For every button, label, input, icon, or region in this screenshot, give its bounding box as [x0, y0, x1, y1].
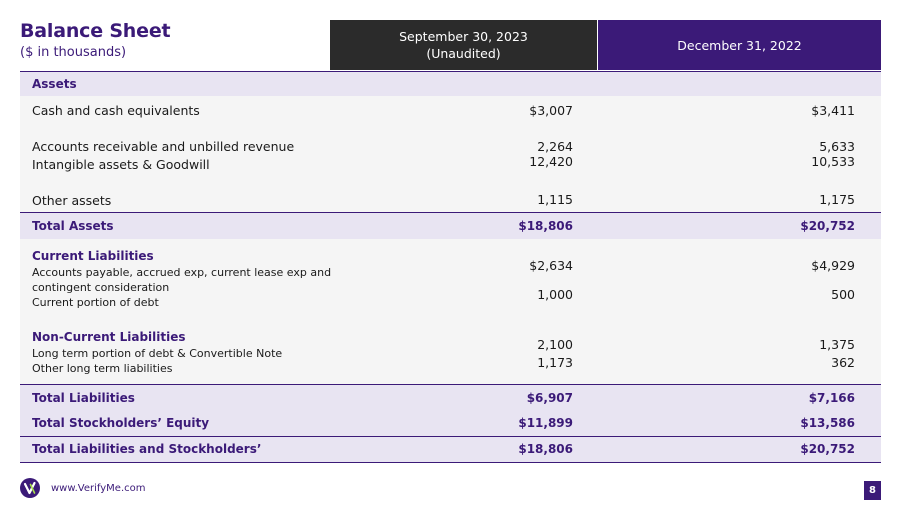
- row-value-other-lt-2022: 362: [831, 355, 855, 370]
- row-value-cash-2023: $3,007: [529, 103, 573, 118]
- column-header-dec-2022-date: December 31, 2022: [677, 37, 802, 53]
- row-value-other-lt-2023: 1,173: [537, 355, 573, 370]
- column-header-dec-2022: December 31, 2022: [598, 20, 881, 70]
- liabilities-body: Current Liabilities Accounts payable, ac…: [20, 239, 881, 384]
- row-value-total-liab-equity-2022: $20,752: [800, 442, 855, 456]
- row-label-other-lt: Other long term liabilities: [32, 362, 173, 375]
- noncurrent-liabilities-heading: Non-Current Liabilities: [32, 330, 186, 344]
- verifyme-logo-icon: [20, 478, 40, 498]
- row-value-total-equity-2023: $11,899: [518, 416, 573, 430]
- assets-section-label: Assets: [32, 77, 77, 91]
- row-label-other-assets: Other assets: [32, 193, 112, 208]
- column-header-sep-2023-date: September 30, 2023: [399, 29, 528, 44]
- row-value-lt-debt-2023: 2,100: [537, 337, 573, 352]
- row-label-ar: Accounts receivable and unbilled revenue: [32, 139, 295, 154]
- row-value-ap-2022: $4,929: [811, 258, 855, 273]
- row-label-total-liabilities: Total Liabilities: [32, 391, 135, 405]
- page-subtitle: ($ in thousands): [20, 45, 127, 60]
- page-number: 8: [864, 481, 881, 500]
- website-link[interactable]: www.VerifyMe.com: [51, 483, 146, 494]
- row-value-current-debt-2022: 500: [831, 287, 855, 302]
- current-liabilities-heading: Current Liabilities: [32, 249, 154, 263]
- column-header-sep-2023-note: (Unaudited): [426, 46, 501, 61]
- total-liabilities-row: Total Liabilities $6,907 $7,166: [20, 384, 881, 412]
- row-value-total-equity-2022: $13,586: [800, 416, 855, 430]
- row-value-ar-2023: 2,264: [537, 139, 573, 154]
- row-value-total-liabilities-2023: $6,907: [526, 391, 573, 405]
- row-value-ap-2023: $2,634: [529, 258, 573, 273]
- row-value-other-assets-2022: 1,175: [819, 192, 855, 207]
- row-value-intangibles-2023: 12,420: [529, 154, 573, 169]
- column-header-sep-2023: September 30, 2023 (Unaudited): [330, 20, 597, 70]
- row-value-cash-2022: $3,411: [811, 103, 855, 118]
- assets-body: Cash and cash equivalents $3,007 $3,411 …: [20, 96, 881, 212]
- row-value-total-assets-2023: $18,806: [518, 219, 573, 233]
- total-assets-row: Total Assets $18,806 $20,752: [20, 212, 881, 240]
- row-label-ap-line1: Accounts payable, accrued exp, current l…: [32, 266, 332, 279]
- row-value-current-debt-2023: 1,000: [537, 287, 573, 302]
- row-value-total-liab-equity-2023: $18,806: [518, 442, 573, 456]
- row-label-lt-debt: Long term portion of debt & Convertible …: [32, 347, 283, 360]
- row-value-total-liabilities-2022: $7,166: [808, 391, 855, 405]
- assets-section-header: Assets: [20, 71, 881, 97]
- row-value-total-assets-2022: $20,752: [800, 219, 855, 233]
- row-label-total-liab-equity: Total Liabilities and Stockholders’: [32, 442, 262, 456]
- page-title: Balance Sheet: [20, 20, 171, 42]
- total-equity-row: Total Stockholders’ Equity $11,899 $13,5…: [20, 411, 881, 437]
- total-liab-equity-row: Total Liabilities and Stockholders’ $18,…: [20, 437, 881, 463]
- row-label-cash: Cash and cash equivalents: [32, 103, 200, 118]
- row-value-intangibles-2022: 10,533: [811, 154, 855, 169]
- row-value-ar-2022: 5,633: [819, 139, 855, 154]
- row-value-lt-debt-2022: 1,375: [819, 337, 855, 352]
- row-value-other-assets-2023: 1,115: [537, 192, 573, 207]
- row-label-total-equity: Total Stockholders’ Equity: [32, 416, 210, 430]
- row-label-total-assets: Total Assets: [32, 219, 114, 233]
- row-label-ap-line2: contingent consideration: [32, 281, 170, 294]
- row-label-intangibles: Intangible assets & Goodwill: [32, 157, 210, 172]
- row-label-current-debt: Current portion of debt: [32, 296, 159, 309]
